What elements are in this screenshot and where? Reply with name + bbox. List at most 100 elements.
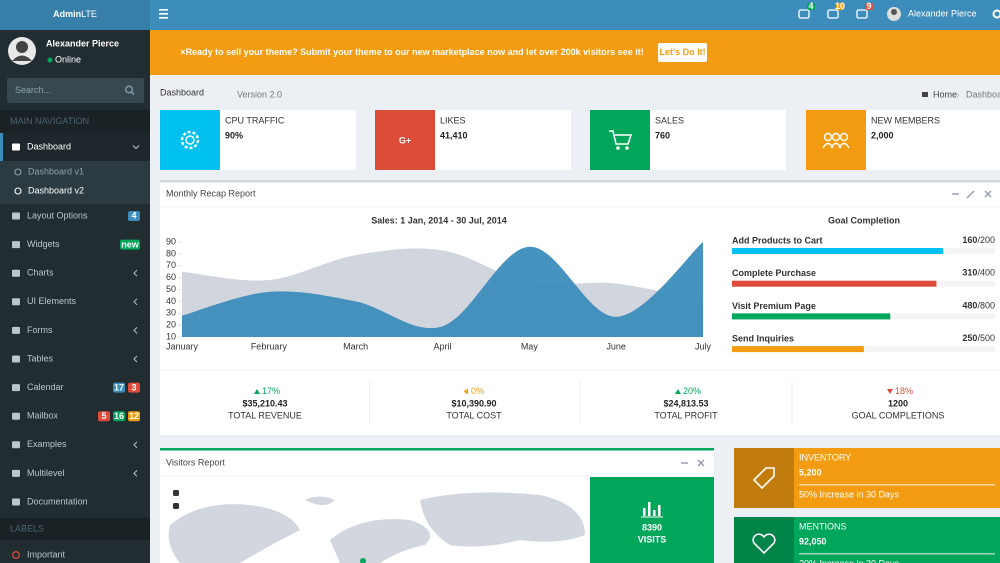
- nav-icon[interactable]: [798, 9, 810, 19]
- menu-item[interactable]: Calendar: [27, 382, 64, 392]
- zoom-btn[interactable]: [173, 503, 179, 509]
- side-box-icon-bg: [734, 448, 794, 508]
- x-tick-label: March: [343, 341, 368, 351]
- callout: [150, 30, 1000, 75]
- menu-icon: [12, 326, 20, 334]
- stat-arrow: [887, 389, 893, 394]
- menu-icon: [12, 469, 20, 477]
- settings-icon[interactable]: [992, 9, 1000, 19]
- search-box[interactable]: [7, 78, 144, 103]
- wrench-btn[interactable]: [966, 190, 975, 199]
- goal-progress: 480/800: [962, 301, 995, 311]
- zoom-btn[interactable]: [173, 490, 179, 496]
- menu-item[interactable]: Mailbox: [27, 411, 59, 421]
- heart-icon: [752, 533, 776, 555]
- navbar: [150, 0, 1000, 30]
- users-icon: [839, 132, 849, 142]
- logo-part[interactable]: Admin: [53, 9, 81, 19]
- goal-current: 480: [962, 301, 977, 311]
- menu-badge-text: 12: [129, 411, 139, 421]
- y-tick-label: 60: [166, 272, 176, 282]
- submenu-item[interactable]: Dashboard v2: [28, 185, 84, 195]
- logo-part[interactable]: LTE: [81, 9, 97, 19]
- visitors-border: [160, 448, 714, 451]
- breadcrumb: Dashboard: [966, 89, 1000, 99]
- menu-icon: [12, 355, 20, 363]
- info-box-value: 41,410: [440, 130, 468, 140]
- menu-item[interactable]: Forms: [27, 325, 53, 335]
- stat-label: TOTAL PROFIT: [654, 410, 718, 420]
- visits-spark: [643, 508, 646, 516]
- submenu-item[interactable]: Dashboard v1: [28, 166, 84, 176]
- side-box-progress: [799, 553, 995, 555]
- user-avatar-head: [16, 41, 28, 53]
- goal-separator: /: [977, 301, 980, 311]
- goal-separator: /: [977, 235, 980, 245]
- menu-toggle[interactable]: [159, 13, 168, 15]
- menu-item[interactable]: Documentation: [27, 496, 88, 506]
- stat-change: 20%: [683, 386, 701, 396]
- menu-item[interactable]: Multilevel: [27, 468, 65, 478]
- world-map: [330, 519, 430, 563]
- menu-toggle[interactable]: [159, 9, 168, 11]
- menu-icon: [12, 143, 20, 151]
- menu-badge: [113, 382, 125, 393]
- callout-close[interactable]: ×: [180, 47, 185, 57]
- logo[interactable]: AdminLTE: [53, 9, 97, 19]
- goal-progress: 310/400: [962, 268, 995, 278]
- stat-change: 0%: [471, 386, 484, 396]
- x-tick-label: April: [433, 341, 451, 351]
- home-icon: [922, 92, 928, 97]
- menu-toggle[interactable]: [159, 17, 168, 19]
- goal-total: 500: [980, 333, 995, 343]
- menu-badge-text: new: [121, 239, 140, 249]
- menu-badge-text: 5: [101, 411, 106, 421]
- goal-label: Complete Purchase: [732, 268, 816, 278]
- search-icon: [131, 91, 135, 95]
- map-marker: [360, 558, 366, 563]
- visits-panel: [590, 477, 714, 563]
- menu-item[interactable]: Charts: [27, 268, 54, 278]
- area-series: [182, 242, 703, 337]
- menu-active-border: [0, 133, 3, 161]
- page-subtitle: Version 2.0: [237, 89, 282, 99]
- nav-icon[interactable]: [827, 9, 839, 19]
- menu-item[interactable]: Widgets: [27, 239, 60, 249]
- close-btn[interactable]: [984, 190, 992, 198]
- menu-badge: [98, 411, 110, 422]
- goal-separator: /: [977, 333, 980, 343]
- menu-item[interactable]: Examples: [27, 439, 67, 449]
- label-icon: [12, 551, 20, 559]
- chevron-down: [132, 145, 140, 150]
- menu-item[interactable]: Dashboard: [27, 141, 71, 151]
- close-btn[interactable]: [697, 459, 705, 467]
- visits-spark: [653, 510, 656, 516]
- submenu-icon: [14, 187, 22, 195]
- side-box-label: MENTIONS: [799, 521, 847, 531]
- side-box-progress: [799, 484, 995, 486]
- nav-header-band: [0, 110, 150, 133]
- x-tick-label: July: [695, 341, 712, 351]
- y-tick-label: 30: [166, 308, 176, 318]
- menu-icon: [12, 412, 20, 420]
- menu-item[interactable]: Tables: [27, 353, 54, 363]
- nav-badge: [865, 3, 873, 10]
- nav-header: MAIN NAVIGATION: [10, 116, 89, 126]
- nav-icon[interactable]: [856, 9, 868, 19]
- nav-user[interactable]: Alexander Pierce: [908, 8, 977, 18]
- menu-badge-text: 4: [131, 211, 136, 221]
- y-tick-label: 40: [166, 296, 176, 306]
- menu-item[interactable]: Layout Options: [27, 210, 88, 220]
- breadcrumb[interactable]: Home: [933, 89, 957, 99]
- cart-icon: [609, 130, 633, 145]
- users-icon: [823, 132, 833, 142]
- x-tick-label: May: [521, 341, 539, 351]
- info-box-icon-bg: [590, 110, 650, 170]
- callout-button-text[interactable]: Let's Do It!: [659, 47, 705, 57]
- label-item[interactable]: Important: [27, 549, 66, 559]
- side-box-value: 92,050: [799, 536, 827, 546]
- nav-badge: [836, 3, 844, 10]
- menu-item[interactable]: UI Elements: [27, 296, 77, 306]
- callout-button[interactable]: [658, 43, 707, 62]
- info-box-value: 760: [655, 130, 670, 140]
